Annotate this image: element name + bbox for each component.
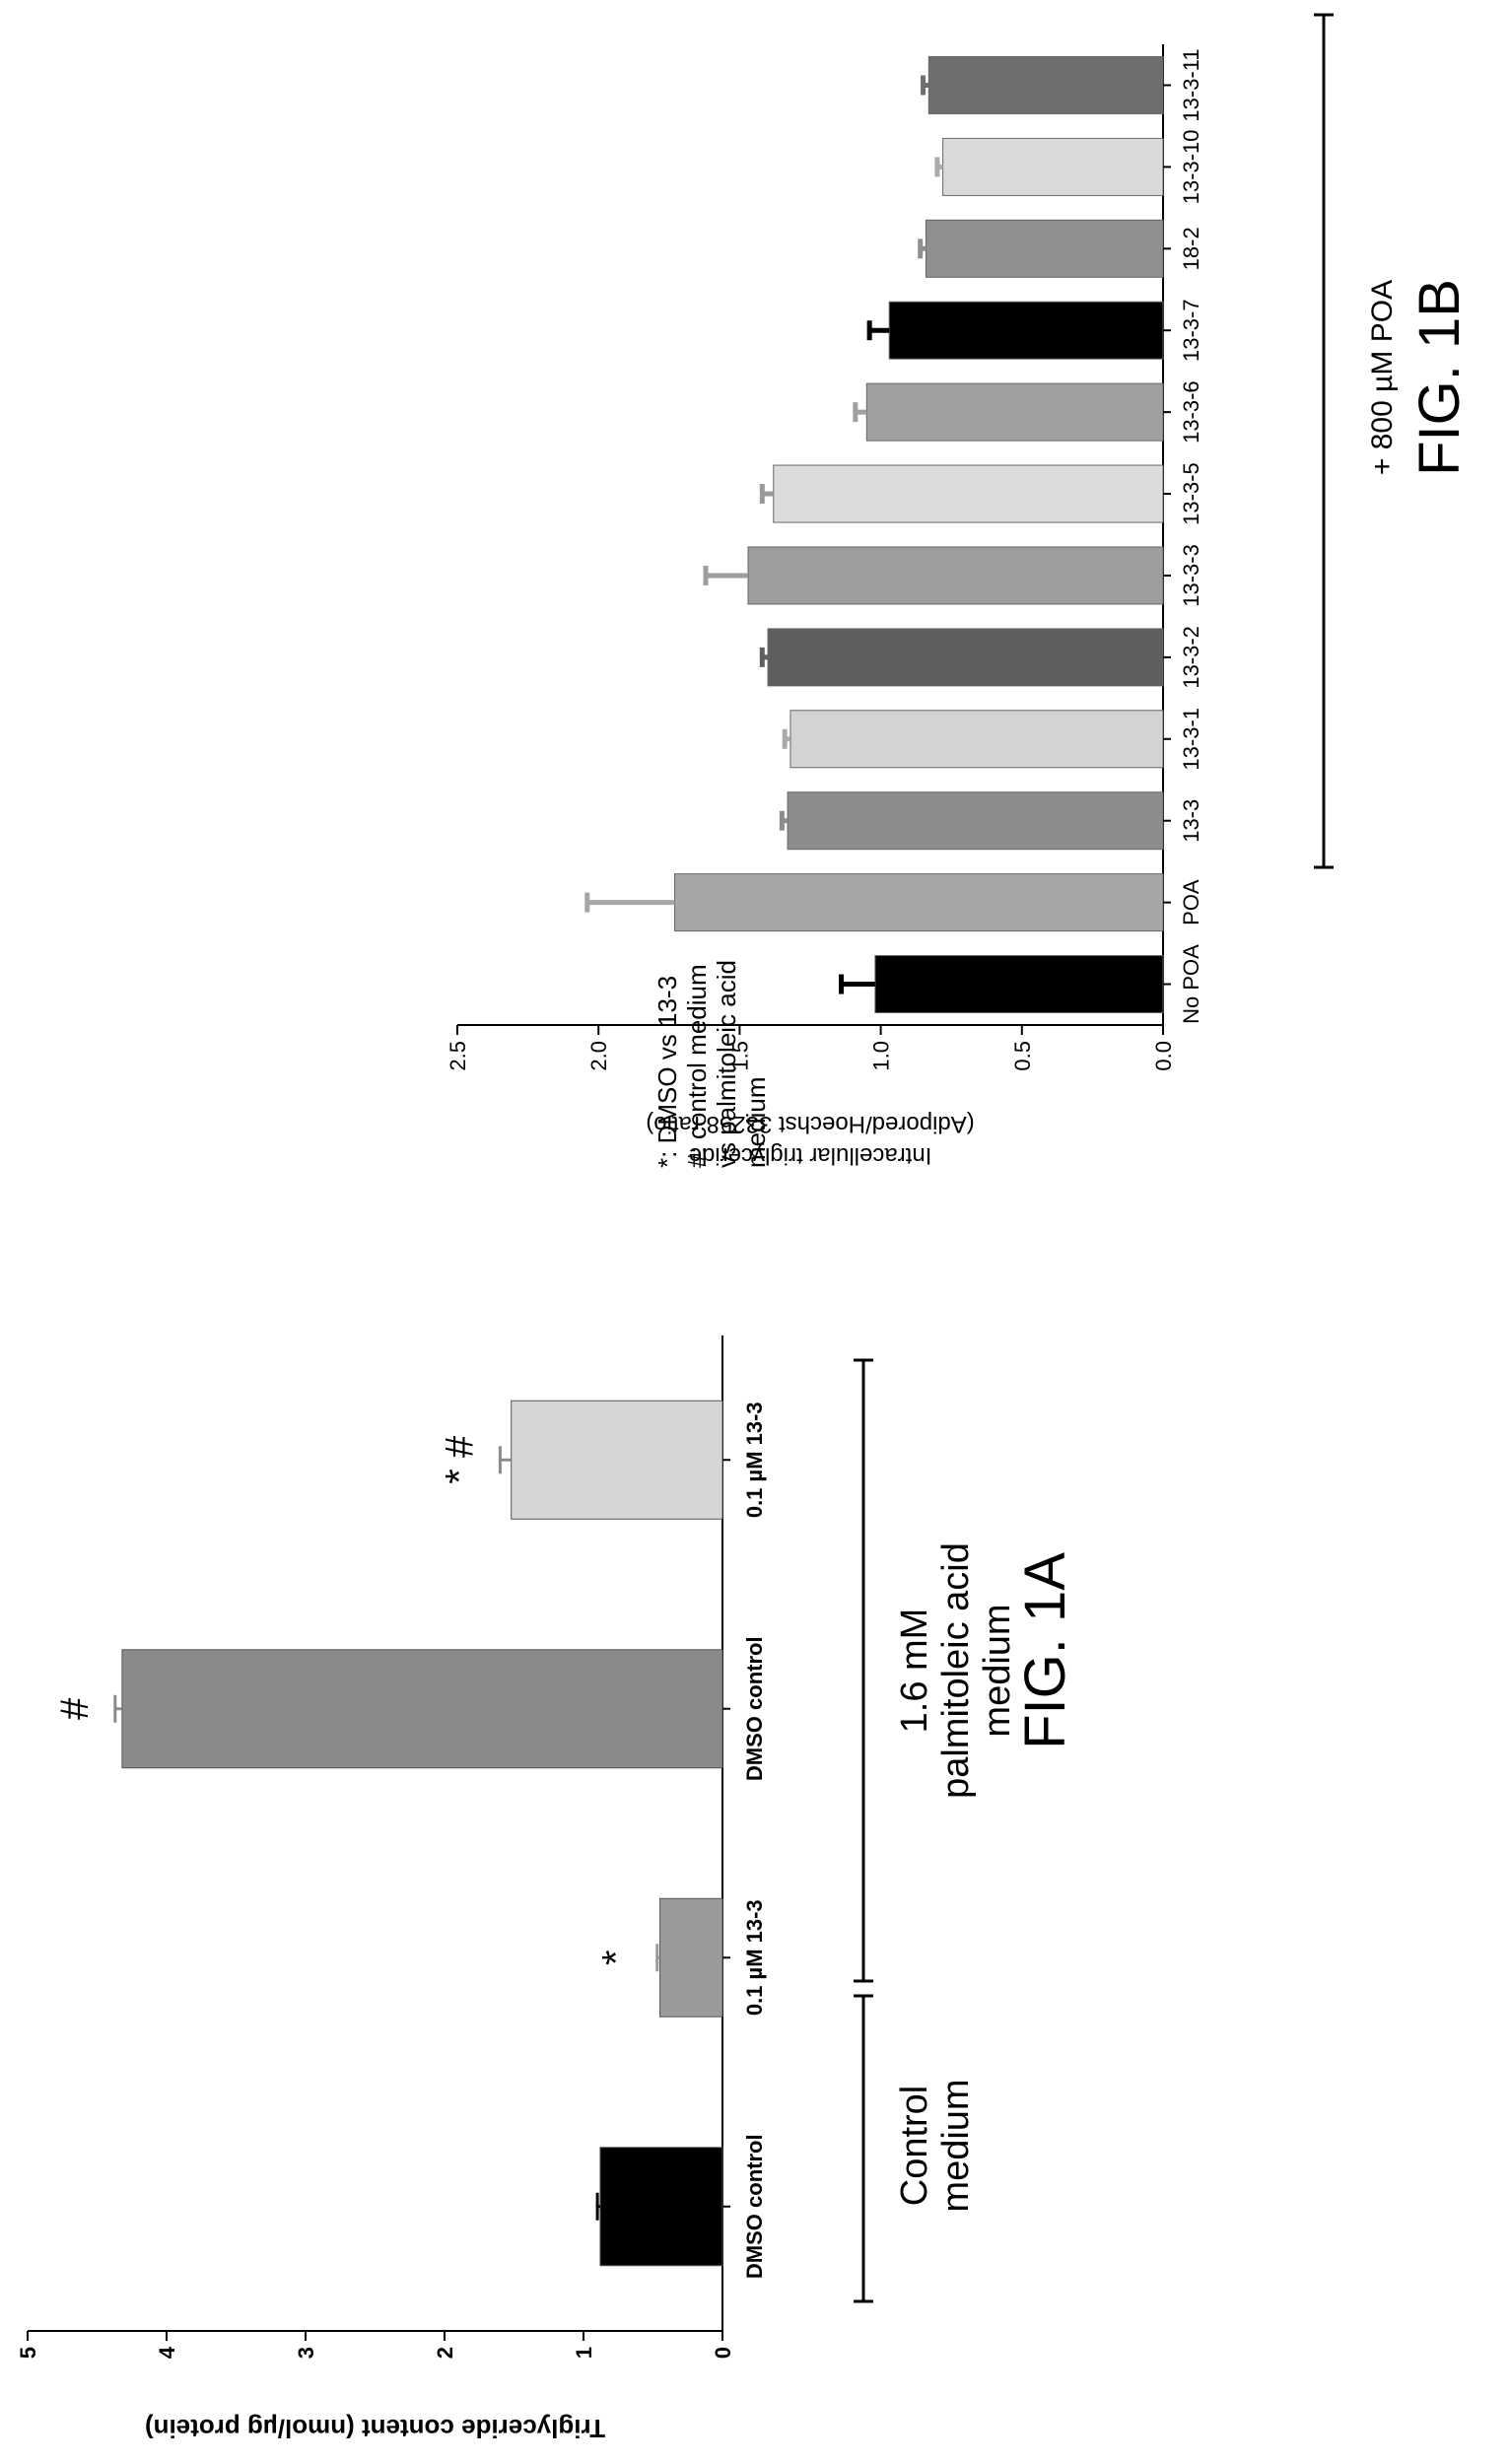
fig1b-y-tick-label: 1.5 (727, 1041, 752, 1071)
fig1a-group-label: medium (935, 2079, 977, 2212)
fig1a-group-label: palmitoleic acid (935, 1542, 977, 1799)
fig1b-x-tick-label: 13-3-7 (1179, 299, 1203, 362)
fig1b-x-tick-label: POA (1179, 879, 1203, 925)
fig1a-significance-marker: * # (438, 1435, 481, 1484)
fig1b-bar (789, 710, 1164, 769)
fig1b-y-tick-label: 0.5 (1010, 1041, 1035, 1071)
fig1b-y-axis-label: (Adipored/Hoechst 33258 ratio) (646, 1111, 975, 1137)
fig1b-x-tick-label: 13-3-6 (1179, 380, 1203, 444)
fig1b-bar (865, 382, 1164, 442)
fig1b-x-tick-label: 13-3-1 (1179, 708, 1203, 771)
fig1b-y-tick-label: 1.0 (869, 1041, 894, 1071)
fig1a-y-tick-label: 2 (433, 2347, 457, 2359)
fig1b-bar (888, 301, 1164, 360)
fig1a-bar (121, 1649, 723, 1769)
fig1b-y-tick-label: 2.5 (446, 1041, 470, 1071)
fig1a-bar (659, 1897, 723, 2018)
fig1a-legend-line: #: control medium (682, 964, 712, 1168)
fig1a-group-label: medium (977, 1604, 1018, 1737)
fig1a-significance-marker: # (53, 1697, 97, 1720)
fig1a-y-tick-label: 1 (572, 2347, 596, 2359)
fig1b-bar (787, 791, 1164, 851)
fig1a-bar (599, 2147, 723, 2267)
rotated-figure-layer: 0 1 2 3 4 5 Triglyceride content (nmol/µg prot… (16, 13, 1472, 2443)
fig1a-bar (511, 1400, 723, 1520)
fig1b-x-tick-label: 13-3 (1179, 799, 1203, 843)
fig1b-y-tick-label: 2.0 (586, 1041, 611, 1071)
fig1a-y-tick-label: 5 (16, 2347, 40, 2359)
fig1b-bracket-label: + 800 µM POA (1366, 280, 1399, 475)
fig1b-x-tick-label: 13-3-5 (1179, 462, 1203, 525)
fig1a-x-tick-label: DMSO control (742, 1636, 767, 1781)
fig1a-legend-line: *: DMSO vs 13-3 (652, 976, 682, 1168)
fig1b-x-tick-label: 13-3-10 (1179, 129, 1203, 204)
fig1b-x-tick-label: 13-3-11 (1179, 48, 1203, 121)
fig1b-y-axis-label: Intracellular triglyceride (689, 1142, 932, 1169)
fig1b-x-tick-label: 18-2 (1179, 227, 1203, 270)
fig1b-x-tick-label: 13-3-2 (1179, 626, 1203, 689)
fig1a-y-tick-label: 4 (155, 2346, 179, 2359)
fig1a-group-label: 1.6 mM (894, 1608, 935, 1734)
fig1a-y-tick-label: 0 (711, 2347, 735, 2359)
fig1b-chart: 0.0 0.5 1.0 1.5 2.0 2.5 Intracellular triglyce… (446, 13, 1472, 1169)
fig1a-figure-label: FIG. 1A (1013, 1552, 1077, 1749)
fig1a-x-tick-label: 0.1 µM 13-3 (742, 1402, 767, 1518)
fig1a-y-axis-label: Triglyceride content (nmol/µg protein) (145, 2414, 605, 2443)
fig1a-significance-marker: * (595, 1950, 639, 1965)
fig1b-bar (942, 137, 1164, 196)
fig1b-bar (927, 55, 1164, 114)
fig1a-x-tick-label: DMSO control (742, 2134, 767, 2279)
fig1a-group-label: Control (894, 2086, 935, 2207)
fig1a-y-tick-label: 3 (294, 2347, 318, 2359)
fig1b-x-tick-label: 13-3-3 (1179, 544, 1203, 607)
fig1b-y-tick-label: 0.0 (1151, 1041, 1176, 1071)
fig1a-chart: 0 1 2 3 4 5 Triglyceride content (nmol/µg prot… (16, 960, 1077, 2443)
fig1b-x-tick-label: No POA (1179, 944, 1203, 1024)
fig1a-x-tick-label: 0.1 µM 13-3 (742, 1899, 767, 2016)
fig1b-figure-label: FIG. 1B (1407, 279, 1472, 476)
fig1a-legend-line: vs palmitoleic acid (712, 960, 741, 1168)
fig1b-bar (773, 464, 1164, 523)
fig1b-bar (767, 628, 1164, 687)
fig1b-bar (925, 219, 1164, 278)
fig1a-legend-line: medium (741, 1077, 771, 1168)
fig1b-bar (674, 873, 1164, 932)
fig1b-bar (874, 955, 1164, 1014)
fig1b-bar (747, 546, 1164, 605)
